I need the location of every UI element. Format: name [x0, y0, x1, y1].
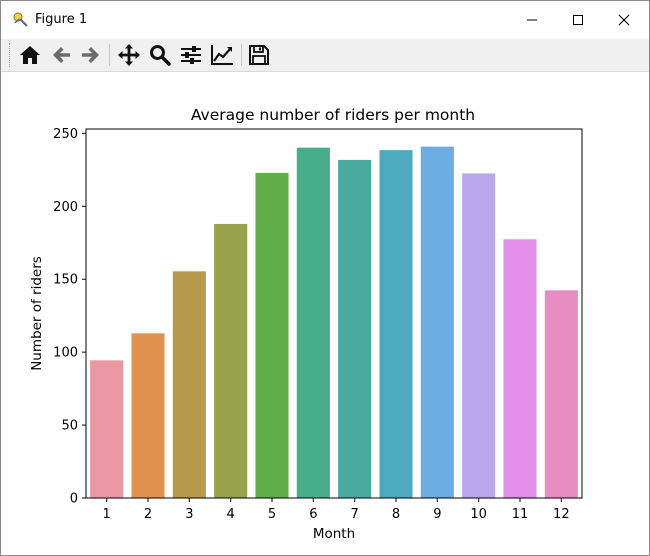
- x-axis-label: Month: [313, 526, 355, 542]
- line-chart-icon: [211, 45, 233, 65]
- save-button[interactable]: [245, 41, 273, 69]
- toolbar-separator: [109, 44, 110, 66]
- navigation-toolbar: [1, 39, 649, 72]
- bar-month-7: [338, 159, 372, 498]
- x-tick-label: 6: [309, 507, 317, 522]
- bar-month-6: [296, 147, 330, 499]
- home-button[interactable]: [16, 41, 44, 69]
- bar-chart: Average number of riders per month 05010…: [29, 106, 583, 542]
- zoom-button[interactable]: [146, 41, 174, 69]
- magnifier-icon: [150, 45, 171, 66]
- bar-month-12: [544, 290, 578, 498]
- toolbar-grip: [9, 43, 12, 67]
- x-tick-label: 9: [433, 507, 441, 522]
- bar-month-8: [379, 150, 413, 498]
- figure-canvas[interactable]: Average number of riders per month 0 50 10…: [1, 72, 649, 555]
- move-icon: [118, 44, 140, 66]
- forward-button[interactable]: [77, 41, 105, 69]
- bar-month-5: [255, 172, 289, 498]
- sliders-icon: [181, 46, 201, 64]
- y-tick-label: 100: [53, 346, 78, 361]
- x-tick-label: 4: [227, 507, 235, 522]
- bar-month-10: [462, 173, 496, 498]
- bars-group: [90, 146, 578, 499]
- back-button[interactable]: [47, 41, 75, 69]
- y-tick-label: 200: [53, 200, 78, 215]
- y-axis: 0 50 100 150 200 250: [53, 127, 86, 507]
- y-tick-label: 150: [53, 273, 78, 288]
- x-tick-label: 7: [351, 507, 359, 522]
- bar-month-9: [420, 146, 454, 498]
- minimize-icon: [527, 19, 537, 21]
- y-axis-label: Number of riders: [29, 256, 45, 371]
- subplots-button[interactable]: [177, 41, 205, 69]
- toolbar-separator: [241, 44, 242, 66]
- arrow-left-icon: [53, 47, 70, 63]
- axes-button[interactable]: [208, 41, 236, 69]
- x-tick-label: 2: [144, 507, 152, 522]
- bar-month-4: [214, 223, 248, 498]
- x-tick-label: 8: [392, 507, 400, 522]
- x-tick-label: 3: [185, 507, 193, 522]
- x-tick-label: 12: [553, 507, 570, 522]
- close-button[interactable]: [601, 1, 647, 39]
- x-tick-label: 11: [512, 507, 529, 522]
- y-tick-label: 50: [61, 419, 78, 434]
- bar-month-11: [503, 239, 537, 498]
- y-tick-label: 250: [53, 127, 78, 142]
- chart-title: Average number of riders per month: [191, 106, 475, 124]
- minimize-button[interactable]: [509, 1, 555, 39]
- close-icon: [618, 14, 630, 26]
- x-axis: 1 2 3 4 5 6 7 8 9 10 11 12: [103, 498, 570, 522]
- x-tick-label: 1: [103, 507, 111, 522]
- bar-month-1: [90, 360, 124, 498]
- x-tick-label: 5: [268, 507, 276, 522]
- pan-button[interactable]: [115, 41, 143, 69]
- matplotlib-app-icon: [13, 12, 28, 27]
- x-tick-label: 10: [470, 507, 487, 522]
- y-tick-label: 0: [70, 492, 78, 507]
- arrow-right-icon: [82, 47, 99, 63]
- floppy-disk-icon: [249, 45, 269, 65]
- axes-frame: [85, 128, 583, 499]
- home-icon: [20, 46, 40, 64]
- bar-month-2: [131, 333, 165, 498]
- window-title: Figure 1: [35, 12, 88, 27]
- title-bar: Figure 1: [1, 1, 649, 39]
- maximize-icon: [573, 15, 583, 25]
- maximize-button[interactable]: [555, 1, 601, 39]
- bar-month-3: [172, 271, 206, 498]
